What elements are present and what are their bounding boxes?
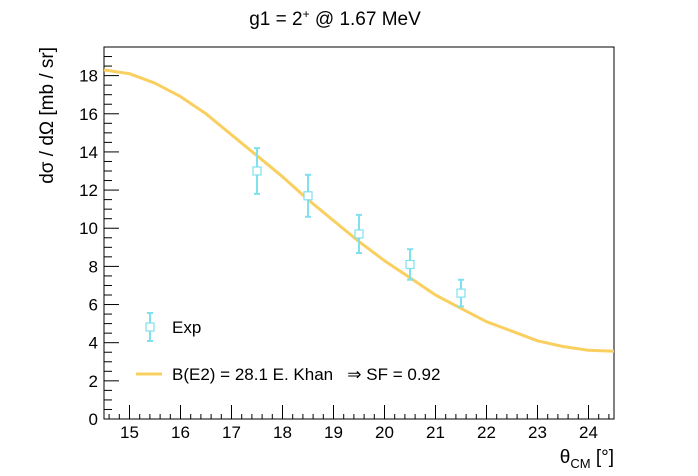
chart-title-rest: @ 1.67 MeV: [310, 9, 421, 30]
x-tick-label: 23: [528, 423, 547, 442]
exp-data-point: [405, 248, 415, 281]
y-tick-label: 10: [79, 219, 98, 238]
y-tick-label: 0: [89, 410, 98, 429]
y-tick-label: 2: [89, 372, 98, 391]
x-axis-label: θCM [°]: [560, 447, 614, 471]
x-axis-label-subscript: CM: [570, 456, 590, 471]
y-tick-label: 14: [79, 143, 98, 162]
series-layer: [103, 68, 615, 353]
exp-data-point: [456, 278, 466, 308]
chart-title-main: g1 = 2: [249, 9, 302, 30]
x-tick-label: 21: [426, 423, 445, 442]
exp-data-point: [252, 147, 262, 195]
x-axis-label-main: θ: [560, 447, 571, 468]
x-tick-label: 20: [375, 423, 394, 442]
y-tick-label: 18: [79, 67, 98, 86]
x-tick-label: 24: [579, 423, 598, 442]
exp-point-marker: [252, 166, 262, 176]
exp-point-marker: [405, 259, 415, 270]
legend-curve-label: B(E2) = 28.1 E. Khan ⇒ SF = 0.92: [172, 365, 440, 384]
exp-data-point: [354, 213, 364, 255]
x-tick-label: 15: [120, 423, 139, 442]
y-tick-label: 12: [79, 181, 98, 200]
model-curve: [103, 68, 615, 353]
plot-frame: [103, 46, 615, 420]
y-tick-label: 16: [79, 105, 98, 124]
y-tick-label: 4: [89, 334, 98, 353]
chart-title: g1 = 2+ @ 1.67 MeV: [249, 7, 421, 30]
x-tick-label: 18: [273, 423, 292, 442]
legend: Exp B(E2) = 28.1 E. Khan ⇒ SF = 0.92: [136, 312, 440, 384]
y-tick-label: 6: [89, 296, 98, 315]
y-tick-label: 8: [89, 257, 98, 276]
exp-point-marker: [456, 288, 466, 298]
legend-exp-label: Exp: [172, 318, 201, 337]
chart-title-superscript: +: [303, 7, 310, 21]
x-axis-label-rest: [°]: [591, 447, 614, 468]
x-tick-label: 16: [171, 423, 190, 442]
legend-exp-symbol: [145, 312, 155, 342]
exp-point-marker: [145, 322, 155, 332]
exp-data-point: [303, 173, 313, 218]
exp-point-marker: [354, 229, 364, 239]
x-tick-label: 19: [324, 423, 343, 442]
y-axis-label: dσ / dΩ [mb / sr]: [37, 47, 58, 184]
exp-point-marker: [303, 191, 313, 201]
x-tick-label: 22: [477, 423, 496, 442]
y-axis: 0 2 4 6 8 10 12 14 16 18: [79, 46, 119, 429]
x-axis: 15 16 17 18 19 20 21 22 23 24: [108, 405, 610, 442]
x-tick-label: 17: [222, 423, 241, 442]
